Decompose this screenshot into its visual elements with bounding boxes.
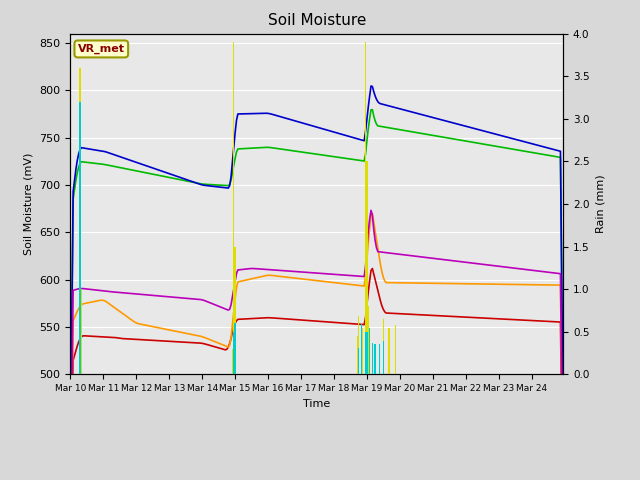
Bar xyxy=(369,344,371,374)
Title: Soil Moisture: Soil Moisture xyxy=(268,13,366,28)
Bar xyxy=(233,332,234,374)
Bar xyxy=(361,324,362,374)
Bar xyxy=(388,328,390,374)
Bar xyxy=(234,247,236,374)
Bar xyxy=(234,324,236,374)
Bar xyxy=(361,324,362,374)
Bar xyxy=(372,344,373,374)
Bar xyxy=(383,341,384,374)
Bar xyxy=(395,324,396,374)
Bar xyxy=(366,161,367,374)
Bar xyxy=(383,319,384,374)
Bar xyxy=(79,102,81,374)
Bar xyxy=(374,344,376,374)
Bar xyxy=(367,306,369,374)
Bar xyxy=(365,42,366,374)
Bar xyxy=(233,42,234,374)
Bar xyxy=(369,327,371,374)
Bar xyxy=(356,336,358,374)
Bar xyxy=(362,328,364,374)
Bar xyxy=(232,349,233,374)
Y-axis label: Rain (mm): Rain (mm) xyxy=(595,175,605,233)
Bar xyxy=(358,348,359,374)
Text: VR_met: VR_met xyxy=(78,44,125,54)
Bar xyxy=(379,347,380,374)
Bar xyxy=(379,344,380,374)
X-axis label: Time: Time xyxy=(303,399,330,408)
Bar xyxy=(366,332,367,374)
Bar xyxy=(81,289,82,374)
Bar xyxy=(358,316,359,374)
Bar xyxy=(372,343,373,374)
Bar xyxy=(79,68,81,374)
Bar xyxy=(365,332,366,374)
Y-axis label: Soil Moisture (mV): Soil Moisture (mV) xyxy=(24,153,34,255)
